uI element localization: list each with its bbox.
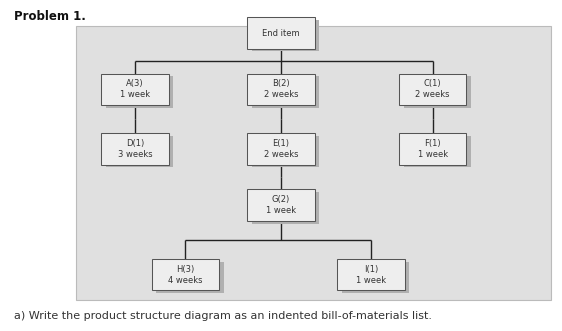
FancyBboxPatch shape xyxy=(247,17,315,49)
FancyBboxPatch shape xyxy=(342,261,409,293)
Text: E(1)
2 weeks: E(1) 2 weeks xyxy=(264,139,298,159)
FancyBboxPatch shape xyxy=(152,259,219,291)
FancyBboxPatch shape xyxy=(252,136,319,167)
FancyBboxPatch shape xyxy=(252,20,319,52)
FancyBboxPatch shape xyxy=(399,133,466,165)
Text: B(2)
2 weeks: B(2) 2 weeks xyxy=(264,79,298,99)
FancyBboxPatch shape xyxy=(252,76,319,108)
Text: End item: End item xyxy=(262,28,300,38)
Text: D(1)
3 weeks: D(1) 3 weeks xyxy=(117,139,152,159)
FancyBboxPatch shape xyxy=(404,136,471,167)
FancyBboxPatch shape xyxy=(247,133,315,165)
FancyBboxPatch shape xyxy=(247,189,315,221)
Text: I(1)
1 week: I(1) 1 week xyxy=(356,265,386,285)
Text: a) Write the product structure diagram as an indented bill-of-materials list.: a) Write the product structure diagram a… xyxy=(14,311,432,321)
FancyBboxPatch shape xyxy=(404,76,471,108)
Text: F(1)
1 week: F(1) 1 week xyxy=(418,139,448,159)
FancyBboxPatch shape xyxy=(76,26,551,300)
Text: A(3)
1 week: A(3) 1 week xyxy=(120,79,150,99)
Text: Problem 1.: Problem 1. xyxy=(14,10,86,23)
FancyBboxPatch shape xyxy=(156,261,224,293)
FancyBboxPatch shape xyxy=(106,136,173,167)
FancyBboxPatch shape xyxy=(399,74,466,105)
Text: G(2)
1 week: G(2) 1 week xyxy=(266,195,296,215)
FancyBboxPatch shape xyxy=(337,259,405,291)
Text: H(3)
4 weeks: H(3) 4 weeks xyxy=(168,265,203,285)
FancyBboxPatch shape xyxy=(101,133,169,165)
FancyBboxPatch shape xyxy=(101,74,169,105)
Text: C(1)
2 weeks: C(1) 2 weeks xyxy=(415,79,450,99)
FancyBboxPatch shape xyxy=(106,76,173,108)
FancyBboxPatch shape xyxy=(252,192,319,224)
FancyBboxPatch shape xyxy=(247,74,315,105)
